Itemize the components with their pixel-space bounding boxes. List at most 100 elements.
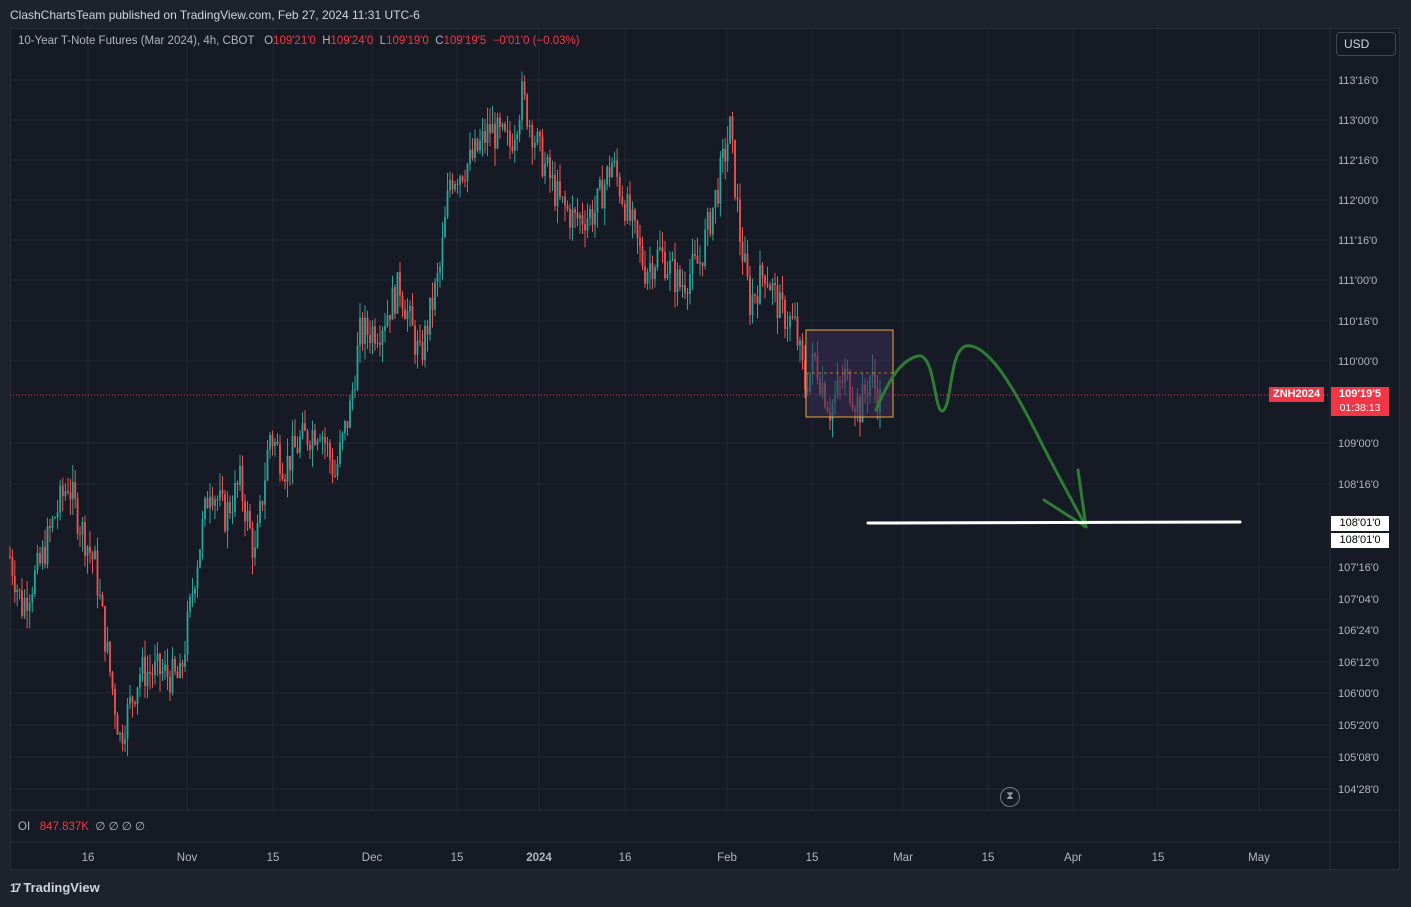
candle-body (121, 733, 124, 744)
candle-body (149, 671, 151, 674)
candle-body (576, 212, 579, 219)
candle-body (494, 123, 496, 149)
candle-body (26, 597, 29, 611)
candle-body (554, 175, 556, 206)
candle-body (719, 157, 722, 204)
oi-extra: ∅ ∅ ∅ ∅ (95, 821, 146, 833)
candle-body (141, 656, 144, 675)
candle-body (766, 283, 769, 286)
candle-body (64, 491, 67, 497)
candle-body (286, 455, 289, 482)
x-tick-label: 15 (806, 852, 819, 864)
candle-body (581, 215, 584, 225)
candle-body (11, 557, 14, 577)
tradingview-logo[interactable]: 17 TradingView (10, 880, 100, 895)
candle-body (59, 485, 62, 513)
candle-body (264, 480, 266, 505)
hourglass-icon[interactable]: ⧗ (1000, 787, 1020, 807)
oi-indicator[interactable]: OI 847.837K ∅ ∅ ∅ ∅ (18, 819, 145, 833)
candle-body (608, 166, 611, 178)
candle-body (729, 116, 731, 144)
close-label: C (435, 35, 444, 47)
candle-body (54, 517, 56, 519)
y-tick-label: 105'20'0 (1338, 720, 1379, 732)
candle-body (489, 124, 491, 134)
candle-body (476, 138, 479, 151)
candle-body (399, 272, 401, 296)
candle-body (359, 317, 361, 346)
candle-body (776, 285, 779, 318)
currency-button[interactable]: USD (1336, 32, 1396, 56)
candle-body (199, 549, 201, 568)
target-level-tag-1: 108'01'0 (1331, 516, 1389, 531)
candle-body (99, 594, 101, 596)
y-tick-label: 107'04'0 (1338, 594, 1379, 606)
last-price-tag: 109'19'5 01:38:13 (1331, 387, 1389, 416)
candle-body (613, 160, 616, 163)
candle-body (136, 687, 139, 704)
candle-body (754, 294, 756, 297)
candle-body (659, 247, 661, 250)
candle-body (106, 641, 109, 652)
candle-body (36, 552, 39, 571)
candle-body (674, 259, 676, 292)
candle-body (566, 205, 569, 209)
candle-body (469, 149, 471, 164)
chart-area[interactable] (10, 28, 1400, 870)
candle-body (184, 654, 186, 667)
candle-body (126, 704, 129, 740)
candle-body (219, 490, 221, 500)
candle-body (306, 430, 309, 445)
candle-body (231, 511, 234, 513)
open-label: O (264, 35, 274, 47)
candle-body (151, 673, 154, 675)
candle-body (356, 345, 359, 390)
candle-body (449, 179, 451, 191)
candle-body (394, 287, 396, 314)
x-tick-label: Dec (362, 852, 383, 864)
x-tick-label: 15 (451, 852, 464, 864)
candle-body (424, 325, 426, 361)
candle-body (246, 510, 249, 522)
candle-body (21, 590, 23, 616)
x-tick-label: 15 (267, 852, 280, 864)
candle-body (671, 259, 674, 261)
candle-body (191, 594, 194, 597)
candle-body (196, 567, 199, 589)
candle-body (456, 184, 459, 186)
candle-body (261, 501, 264, 505)
candle-body (676, 269, 679, 292)
last-price: 109'19'5 (1339, 388, 1381, 400)
candle-body (744, 253, 746, 262)
candle-body (421, 342, 424, 361)
candle-body (18, 589, 21, 591)
candle-body (279, 443, 281, 474)
candle-body (419, 340, 421, 343)
candle-body (781, 292, 784, 300)
candle-body (361, 317, 364, 344)
candle-body (89, 546, 91, 553)
high-value: 109'24'0 (330, 35, 374, 47)
target-line (866, 520, 1242, 525)
candle-body (561, 196, 564, 198)
candle-body (409, 305, 411, 311)
candle-body (129, 696, 131, 705)
open-value: 109'21'0 (273, 35, 316, 47)
candle-body (81, 521, 84, 535)
candle-body (249, 510, 251, 529)
instrument-name[interactable]: 10-Year T-Note Futures (Mar 2024), 4h, C… (18, 35, 255, 47)
candle-body (134, 701, 136, 704)
candle-body (101, 594, 104, 607)
low-label: L (379, 35, 387, 47)
y-tick-label: 106'12'0 (1338, 657, 1379, 669)
candle-body (621, 196, 624, 205)
candle-body (16, 589, 19, 593)
candle-body (666, 273, 669, 279)
candle-body (559, 181, 561, 197)
y-tick-label: 105'08'0 (1338, 752, 1379, 764)
candle-body (796, 316, 799, 346)
candle-body (386, 315, 389, 326)
candle-body (556, 181, 559, 206)
y-tick-label: 113'00'0 (1338, 115, 1378, 127)
